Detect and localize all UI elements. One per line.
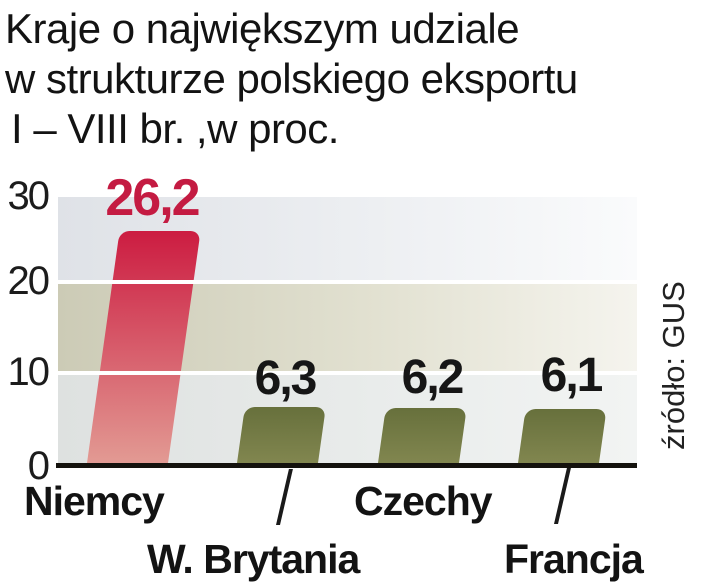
y-tick-30: 30 [7, 174, 51, 218]
bar-wbrytania [237, 407, 326, 463]
bar-francja [518, 409, 607, 463]
category-label-wbrytania: W. Brytania [147, 536, 360, 582]
value-label-niemcy: 26,2 [105, 169, 200, 227]
y-tick-0: 0 [27, 444, 50, 488]
chart-title: Kraje o największym udziale w strukturze… [5, 4, 578, 154]
bar-czechy [378, 408, 467, 463]
gridline-10 [58, 371, 637, 375]
x-axis-line [56, 463, 637, 468]
chart-title-line-1: Kraje o największym udziale [5, 5, 520, 52]
chart-title-line-3: I – VIII br. ,w proc. [11, 105, 339, 152]
value-label-wbrytania: 6,3 [254, 352, 318, 405]
bar-niemcy [87, 231, 201, 463]
y-tick-20: 20 [7, 259, 51, 303]
source-credit: źródło: GUS [656, 281, 691, 450]
category-label-czechy: Czechy [354, 478, 493, 524]
chart-title-line-2: w strukturze polskiego eksportu [5, 55, 578, 102]
value-label-czechy: 6,2 [401, 351, 465, 404]
plot-area [58, 197, 637, 463]
leader-tick-wbrytania [276, 469, 293, 525]
y-tick-10: 10 [7, 350, 51, 394]
category-label-francja: Francja [504, 536, 644, 582]
gridline-20 [58, 280, 637, 284]
value-label-francja: 6,1 [540, 349, 604, 402]
category-label-niemcy: Niemcy [24, 478, 165, 524]
leader-tick-francja [554, 468, 571, 524]
